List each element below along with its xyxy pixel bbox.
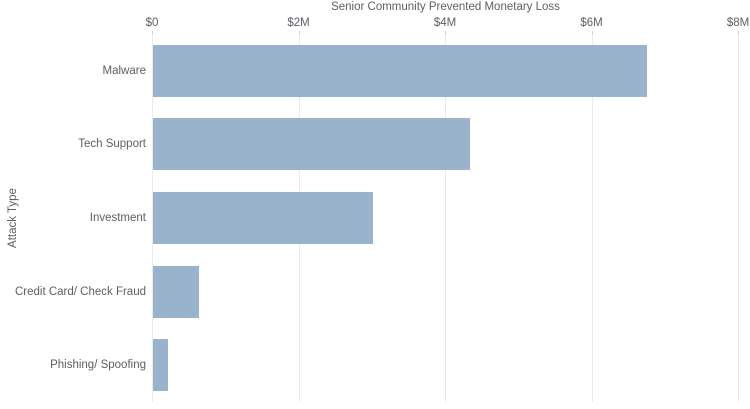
bar-malware bbox=[153, 44, 648, 97]
x-tick-label-2m: $2M bbox=[287, 17, 310, 29]
gridline bbox=[152, 34, 153, 402]
chart-title: Senior Community Prevented Monetary Loss bbox=[331, 1, 560, 13]
y-category-label-malware: Malware bbox=[102, 64, 146, 77]
x-tick-label-4m: $4M bbox=[433, 17, 457, 29]
x-tick-label-6m: $6M bbox=[580, 17, 603, 29]
gridline bbox=[591, 34, 593, 402]
bar-investment bbox=[153, 192, 373, 244]
y-category-label-investment: Investment bbox=[89, 212, 146, 224]
y-category-label-phishing-spoofing: Phishing/ Spoofing bbox=[50, 359, 146, 372]
x-tick-label-8m: $8M bbox=[726, 17, 750, 29]
y-category-label-tech-support: Tech Support bbox=[78, 138, 146, 151]
x-tick-label-0: $0 bbox=[145, 17, 159, 29]
gridline bbox=[738, 34, 739, 402]
gridline bbox=[445, 34, 446, 402]
bar-tech-support bbox=[153, 118, 471, 171]
y-category-label-credit-card-check-fraud: Credit Card/ Check Fraud bbox=[14, 285, 146, 298]
plot-area bbox=[152, 34, 739, 402]
bar-phishing-spoofing bbox=[153, 339, 169, 392]
bar-credit-card-check-fraud bbox=[153, 265, 200, 318]
